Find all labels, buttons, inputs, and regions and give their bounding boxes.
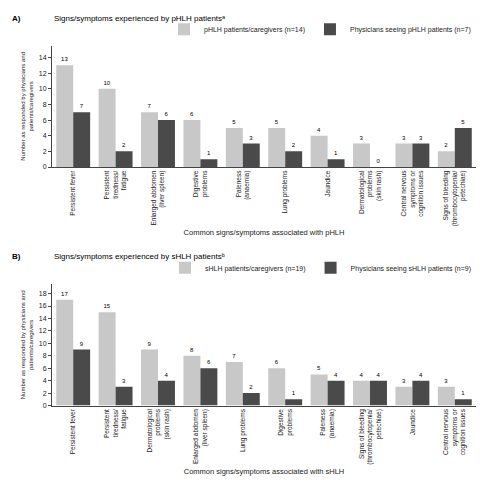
svg-text:Dermatologicalproblems(skin ra: Dermatologicalproblems(skin rash) <box>358 170 383 214</box>
svg-text:14: 14 <box>39 315 47 322</box>
svg-text:5: 5 <box>232 119 236 125</box>
svg-text:5: 5 <box>461 119 465 125</box>
svg-text:Physicians seeing sHLH patient: Physicians seeing sHLH patients (n=9) <box>351 265 471 273</box>
svg-text:pHLH patients/caregivers (n=14: pHLH patients/caregivers (n=14) <box>204 26 305 34</box>
svg-text:8: 8 <box>43 352 47 359</box>
svg-text:3: 3 <box>444 378 448 384</box>
svg-text:2: 2 <box>444 142 448 148</box>
svg-text:Signs of bleeding(thrombocytop: Signs of bleeding(thrombocytopenia/petec… <box>358 409 383 465</box>
svg-text:Signs of bleeding(thrombocytop: Signs of bleeding(thrombocytopenia/petec… <box>442 170 467 226</box>
svg-text:3: 3 <box>360 135 364 141</box>
svg-text:7: 7 <box>232 353 236 359</box>
svg-text:4: 4 <box>376 372 380 378</box>
svg-text:1: 1 <box>461 390 465 396</box>
svg-text:12: 12 <box>39 327 47 334</box>
svg-text:8: 8 <box>190 347 194 353</box>
svg-text:4: 4 <box>43 132 47 139</box>
svg-text:Central nervoussymptoms orcogn: Central nervoussymptoms orcognition issu… <box>400 170 425 217</box>
svg-text:Signs/symptoms experienced by: Signs/symptoms experienced by sHLH patie… <box>54 252 225 261</box>
svg-text:6: 6 <box>190 111 194 117</box>
svg-text:1: 1 <box>334 150 338 156</box>
svg-text:9: 9 <box>148 341 152 347</box>
svg-text:sHLH patients/caregivers (n=19: sHLH patients/caregivers (n=19) <box>205 265 306 273</box>
svg-text:2: 2 <box>122 142 126 148</box>
svg-text:1: 1 <box>207 150 211 156</box>
svg-text:10: 10 <box>39 85 47 92</box>
svg-text:Central nervoussymptoms orcogn: Central nervoussymptoms orcognition issu… <box>442 408 467 455</box>
svg-text:Enlarged abdomen(liver spleen): Enlarged abdomen(liver spleen) <box>192 409 208 464</box>
svg-text:Paleness(anaemia): Paleness(anaemia) <box>319 408 335 438</box>
svg-text:Persistent fever: Persistent fever <box>69 408 76 454</box>
svg-text:4: 4 <box>419 372 423 378</box>
svg-text:A): A) <box>12 14 21 23</box>
svg-text:Common signs/symptoms associat: Common signs/symptoms associated with sH… <box>184 467 344 476</box>
svg-text:Jaundice: Jaundice <box>409 409 416 435</box>
svg-text:4: 4 <box>317 127 321 133</box>
svg-text:10: 10 <box>103 80 110 86</box>
svg-text:Persistenttiredness/fatigue: Persistenttiredness/fatigue <box>103 170 128 199</box>
svg-text:6: 6 <box>43 117 47 124</box>
svg-text:4: 4 <box>360 372 364 378</box>
svg-text:Jaundice: Jaundice <box>324 170 331 196</box>
svg-text:Physicians seeing pHLH patient: Physicians seeing pHLH patients (n=7) <box>350 26 471 34</box>
svg-text:3: 3 <box>249 135 253 141</box>
svg-text:Lung problems: Lung problems <box>281 170 289 214</box>
svg-text:2: 2 <box>43 390 47 397</box>
svg-text:7: 7 <box>148 103 152 109</box>
svg-text:6: 6 <box>43 365 47 372</box>
svg-text:Number as responded by physici: Number as responded by physicians andpat… <box>20 52 34 161</box>
svg-text:6: 6 <box>275 359 279 365</box>
svg-text:3: 3 <box>122 378 126 384</box>
svg-text:Number as responded by physici: Number as responded by physicians andpat… <box>20 291 34 400</box>
svg-text:16: 16 <box>39 302 47 309</box>
svg-text:0: 0 <box>43 402 47 409</box>
svg-text:2: 2 <box>292 142 296 148</box>
svg-text:1: 1 <box>292 390 296 396</box>
svg-text:Digestiveproblems: Digestiveproblems <box>192 170 208 197</box>
svg-text:5: 5 <box>317 365 321 371</box>
svg-text:4: 4 <box>334 372 338 378</box>
svg-text:6: 6 <box>207 359 211 365</box>
svg-text:Common signs/symptoms associat: Common signs/symptoms associated with pH… <box>184 228 345 237</box>
svg-text:2: 2 <box>249 384 253 390</box>
svg-text:Signs/symptoms experienced by: Signs/symptoms experienced by pHLH patie… <box>54 14 226 23</box>
svg-text:5: 5 <box>275 119 279 125</box>
svg-text:15: 15 <box>103 303 110 309</box>
svg-text:14: 14 <box>39 54 47 61</box>
svg-text:2: 2 <box>43 148 47 155</box>
svg-text:18: 18 <box>39 290 47 297</box>
svg-text:Persistent fever: Persistent fever <box>69 170 76 216</box>
svg-text:0: 0 <box>376 158 380 164</box>
svg-text:12: 12 <box>39 70 47 77</box>
svg-text:17: 17 <box>61 291 68 297</box>
svg-text:8: 8 <box>43 101 47 108</box>
svg-text:Lung problems: Lung problems <box>239 408 247 452</box>
svg-text:Paleness(anaemia): Paleness(anaemia) <box>235 170 251 200</box>
svg-text:3: 3 <box>402 135 406 141</box>
svg-text:B): B) <box>12 252 21 261</box>
svg-text:0: 0 <box>43 163 47 170</box>
svg-text:7: 7 <box>80 103 84 109</box>
svg-text:3: 3 <box>402 378 406 384</box>
svg-text:Dermatologicalproblems(skin ra: Dermatologicalproblems(skin rash) <box>146 408 171 452</box>
svg-text:3: 3 <box>419 135 423 141</box>
svg-text:10: 10 <box>39 340 47 347</box>
svg-text:6: 6 <box>164 111 168 117</box>
svg-text:4: 4 <box>43 377 47 384</box>
svg-text:Digestiveproblems: Digestiveproblems <box>277 408 293 435</box>
svg-text:Persistenttiredness/fatigue: Persistenttiredness/fatigue <box>103 409 128 438</box>
svg-text:Enlarged abdomen(liver spleen): Enlarged abdomen(liver spleen) <box>150 170 166 225</box>
svg-text:13: 13 <box>61 56 68 62</box>
svg-text:9: 9 <box>80 341 84 347</box>
svg-text:4: 4 <box>164 372 168 378</box>
